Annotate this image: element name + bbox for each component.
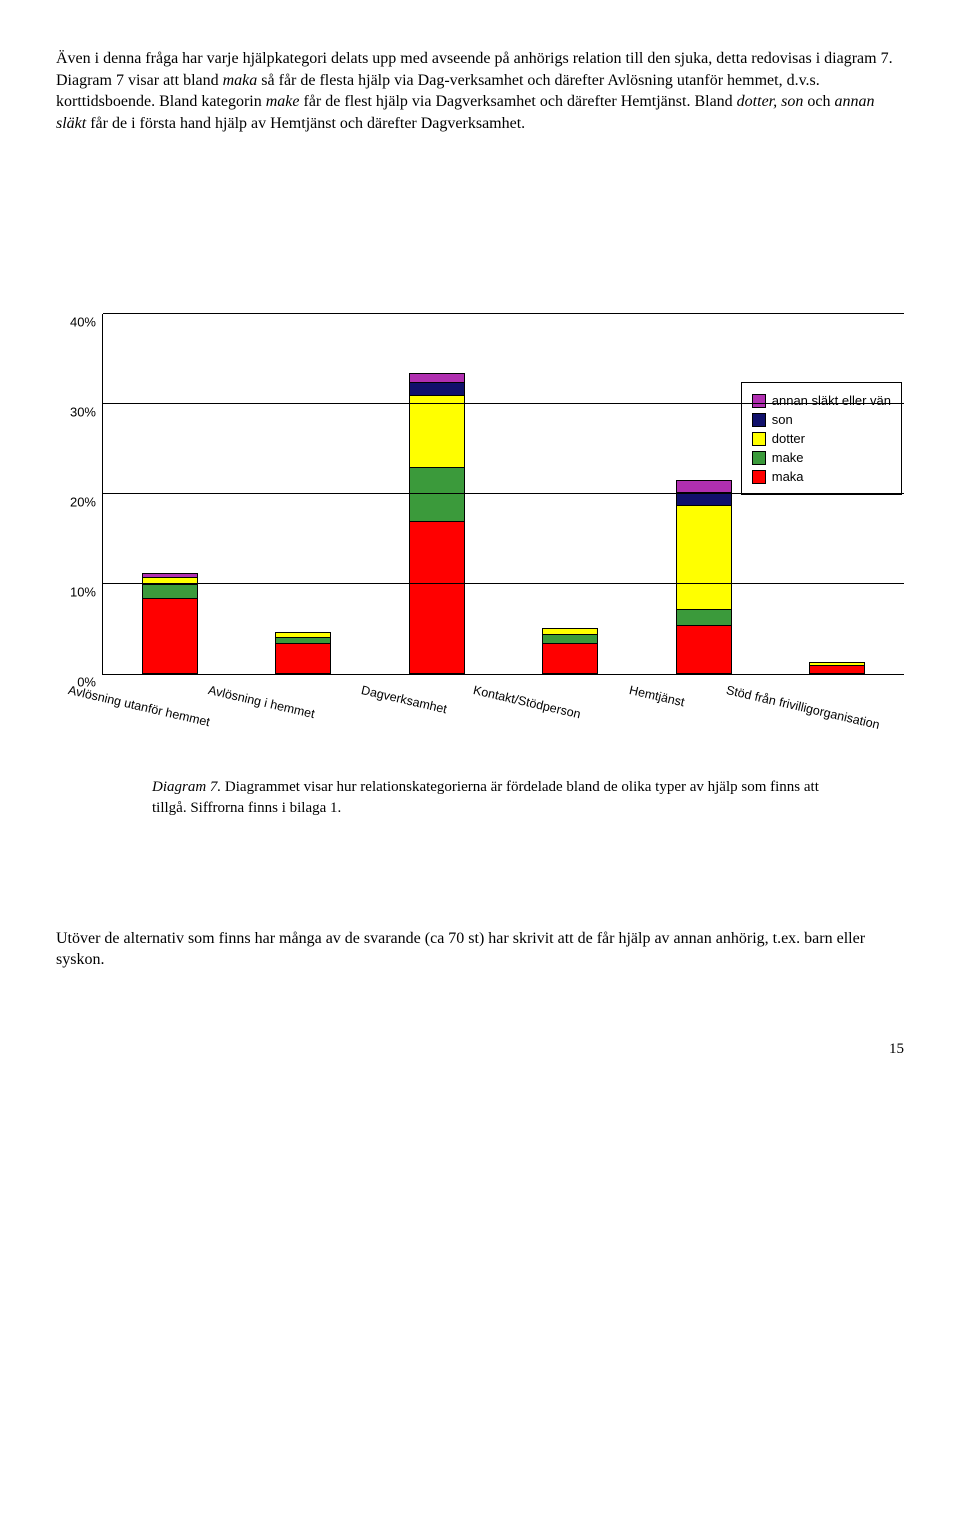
stacked-bar xyxy=(409,373,465,675)
stacked-bar xyxy=(809,662,865,675)
page-number: 15 xyxy=(56,1041,904,1058)
intro-paragraph: Även i denna fråga har varje hjälpkatego… xyxy=(56,48,904,134)
bar-segment xyxy=(676,625,732,675)
legend-swatch xyxy=(752,451,766,465)
bar-segment xyxy=(676,609,732,625)
para-text: får de flest hjälp via Dagverksamhet och… xyxy=(300,93,737,110)
bar-segment xyxy=(809,665,865,674)
bar-segment xyxy=(409,382,465,396)
x-axis-label: Avlösning utanför hemmet xyxy=(67,683,211,729)
x-axis-label: Hemtjänst xyxy=(628,683,686,709)
bar-segment xyxy=(676,480,732,492)
bar-slot xyxy=(237,314,371,674)
legend-label: annan släkt eller vän xyxy=(772,393,891,408)
stacked-bar xyxy=(142,573,198,675)
bar-segment xyxy=(142,598,198,675)
caption-body: Diagrammet visar hur relationskategorier… xyxy=(152,779,819,815)
closing-paragraph: Utöver de alternativ som finns har många… xyxy=(56,928,904,971)
y-tick-label: 30% xyxy=(70,405,96,420)
legend-label: make xyxy=(772,450,804,465)
bar-segment xyxy=(409,521,465,674)
y-tick-label: 10% xyxy=(70,585,96,600)
gridline xyxy=(103,313,904,314)
legend-swatch xyxy=(752,470,766,484)
plot-region: annan släkt eller vän son dotter make maka xyxy=(102,314,904,674)
legend-label: dotter xyxy=(772,431,805,446)
legend-row: dotter xyxy=(752,431,891,446)
bar-segment xyxy=(676,505,732,609)
bar-segment xyxy=(409,395,465,467)
gridline xyxy=(103,493,904,494)
bar-slot xyxy=(103,314,237,674)
bar-segment xyxy=(409,467,465,521)
chart-legend: annan släkt eller vän son dotter make maka xyxy=(741,382,902,495)
legend-swatch xyxy=(752,432,766,446)
legend-row: son xyxy=(752,412,891,427)
bar-slot xyxy=(504,314,638,674)
x-axis-label: Kontakt/Stödperson xyxy=(472,683,582,721)
stacked-bar xyxy=(676,480,732,674)
legend-swatch xyxy=(752,413,766,427)
y-axis: 0%10%20%30%40% xyxy=(56,314,102,674)
para-italic-dotter-son: dotter, son xyxy=(737,93,804,110)
legend-row: maka xyxy=(752,469,891,484)
legend-row: annan släkt eller vän xyxy=(752,393,891,408)
x-axis: Avlösning utanför hemmetAvlösning i hemm… xyxy=(102,674,904,765)
para-italic-maka: maka xyxy=(223,72,258,89)
stacked-bar xyxy=(542,628,598,674)
bar-segment xyxy=(142,584,198,598)
bar-slot xyxy=(370,314,504,674)
para-text: får de i första hand hjälp av Hemtjänst … xyxy=(86,115,525,132)
y-tick-label: 40% xyxy=(70,315,96,330)
bar-segment xyxy=(542,634,598,643)
x-axis-label: Avlösning i hemmet xyxy=(207,683,316,721)
bar-segment xyxy=(542,643,598,675)
legend-row: make xyxy=(752,450,891,465)
stacked-bar xyxy=(275,632,331,674)
bar-segment xyxy=(409,373,465,382)
legend-label: son xyxy=(772,412,793,427)
bar-segment xyxy=(275,643,331,675)
legend-label: maka xyxy=(772,469,804,484)
chart-7: 0%10%20%30%40% annan släkt eller vänsond… xyxy=(56,314,904,765)
chart-plot-area: 0%10%20%30%40% annan släkt eller vänsond… xyxy=(56,314,904,674)
gridline xyxy=(103,403,904,404)
legend-swatch xyxy=(752,394,766,408)
gridline xyxy=(103,583,904,584)
chart-caption: Diagram 7. Diagrammet visar hur relation… xyxy=(152,777,852,818)
x-axis-label: Stöd från frivilligorganisation xyxy=(724,683,880,732)
caption-prefix: Diagram 7. xyxy=(152,779,221,795)
para-italic-make: make xyxy=(266,93,300,110)
y-tick-label: 20% xyxy=(70,495,96,510)
para-text: och xyxy=(803,93,834,110)
x-axis-label: Dagverksamhet xyxy=(359,683,447,716)
